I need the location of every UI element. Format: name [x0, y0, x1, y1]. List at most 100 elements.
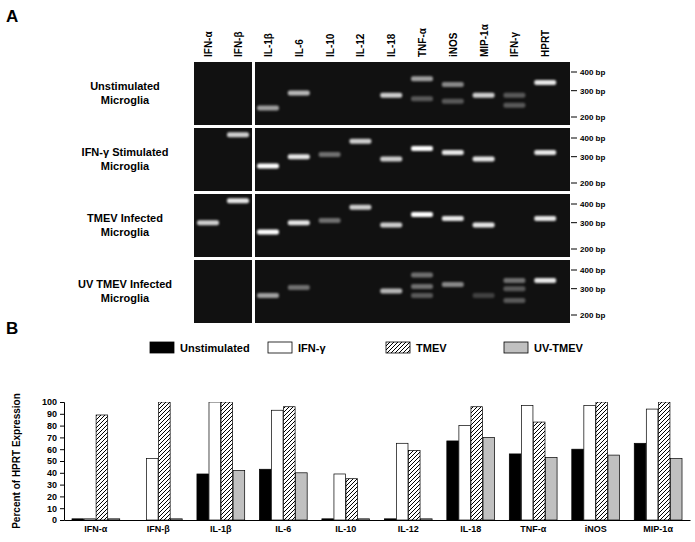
- tick-label: 20: [47, 492, 57, 502]
- legend: UnstimulatedIFN-γTMEVUV-TMEV: [150, 342, 584, 354]
- row-label: Unstimulated: [90, 80, 160, 92]
- gel-band: [442, 216, 464, 221]
- marker-tick: [571, 183, 577, 184]
- bar: [72, 519, 84, 520]
- bar: [572, 449, 584, 520]
- tick-label: IL-10: [335, 524, 356, 534]
- x-tick: IL-12: [398, 520, 419, 534]
- tick-label: 100: [42, 397, 57, 407]
- panel-label: B: [6, 319, 18, 338]
- lane-label: IL-1β: [263, 33, 274, 57]
- marker-label: 400 bp: [580, 134, 605, 143]
- bar: [384, 519, 396, 520]
- gel-row: [194, 62, 570, 125]
- gel-band: [288, 90, 310, 95]
- marker-tick: [571, 222, 577, 223]
- y-tick: 20: [47, 492, 64, 502]
- gel-band: [503, 298, 525, 303]
- y-tick: 70: [47, 433, 64, 443]
- lane-label: IL-18: [386, 33, 397, 57]
- legend-swatch: [386, 342, 410, 353]
- lane-label: TNF-α: [417, 27, 428, 57]
- bar: [134, 520, 146, 521]
- tick-mark: [60, 426, 64, 427]
- gel-band: [319, 218, 341, 223]
- lane-label: IFN-γ: [509, 32, 520, 57]
- gel-band: [288, 154, 310, 159]
- tick-label: 50: [47, 456, 57, 466]
- bar: [447, 441, 459, 520]
- x-tick: IL-10: [335, 520, 356, 534]
- gel-band: [442, 82, 464, 87]
- gel-band: [411, 273, 433, 278]
- tick-label: iNOS: [585, 524, 607, 534]
- tick-label: 10: [47, 504, 57, 514]
- bar: [84, 519, 96, 520]
- gel-band: [257, 105, 279, 110]
- gel-band: [288, 220, 310, 225]
- bar: [459, 426, 471, 520]
- gel-band: [411, 96, 433, 101]
- tick-label: IL-18: [460, 524, 481, 534]
- gel-band: [288, 285, 310, 290]
- gel-band: [411, 293, 433, 298]
- marker-label: 400 bp: [580, 266, 605, 275]
- x-tick: MIP-1α: [643, 520, 673, 534]
- bar: [271, 410, 283, 520]
- bar: [171, 519, 183, 520]
- marker-tick: [571, 117, 577, 118]
- bar: [322, 519, 334, 520]
- tick-label: IFN-β: [147, 524, 170, 534]
- gel-band: [197, 220, 219, 225]
- tick-mark: [60, 496, 64, 497]
- row-label: Microglia: [101, 94, 150, 106]
- bar: [408, 450, 420, 520]
- tick-label: 30: [47, 480, 57, 490]
- gel-band: [473, 293, 495, 298]
- gel-band: [442, 150, 464, 155]
- bar: [108, 519, 120, 520]
- bar: [296, 473, 308, 520]
- gel-band: [411, 76, 433, 81]
- y-tick: 60: [47, 445, 64, 455]
- lane-label: IL-6: [294, 39, 305, 57]
- bar: [233, 470, 245, 520]
- x-tick: IFN-β: [147, 520, 170, 534]
- gel-band: [380, 222, 402, 227]
- gel-band: [257, 229, 279, 234]
- tick-label: 40: [47, 468, 57, 478]
- bar: [658, 402, 670, 520]
- lane-label: IFN-α: [203, 31, 214, 57]
- bar: [584, 406, 596, 520]
- axis-line: [65, 520, 691, 521]
- gel-band: [442, 99, 464, 104]
- x-axis: IFN-αIFN-βIL-1βIL-6IL-10IL-12IL-18TNF-αi…: [65, 520, 691, 534]
- bar: [396, 443, 408, 520]
- x-tick: iNOS: [585, 520, 607, 534]
- x-tick: IL-1β: [210, 520, 232, 534]
- bar: [259, 469, 271, 520]
- x-tick: IL-6: [275, 520, 291, 534]
- bar: [509, 454, 521, 520]
- gel-band: [534, 80, 556, 85]
- tick-mark: [60, 461, 64, 462]
- row-label: IFN-γ Stimulated: [82, 146, 169, 158]
- y-tick: 10: [47, 504, 64, 514]
- gel-band: [503, 278, 525, 283]
- gel-band: [349, 139, 371, 144]
- bar: [521, 406, 533, 520]
- gel-band: [411, 212, 433, 217]
- x-tick: TNF-α: [520, 520, 546, 534]
- marker-tick: [571, 138, 577, 139]
- row-label: Microglia: [101, 292, 150, 304]
- bar: [209, 402, 221, 520]
- panel-label: A: [6, 7, 18, 26]
- marker-label: 300 bp: [580, 153, 605, 162]
- y-tick: 0: [52, 515, 64, 525]
- bar: [334, 474, 346, 520]
- y-tick: 50: [47, 456, 64, 466]
- marker-label: 300 bp: [580, 87, 605, 96]
- bar: [358, 519, 370, 520]
- gel-band: [227, 132, 249, 137]
- row-label: TMEV Infected: [87, 212, 163, 224]
